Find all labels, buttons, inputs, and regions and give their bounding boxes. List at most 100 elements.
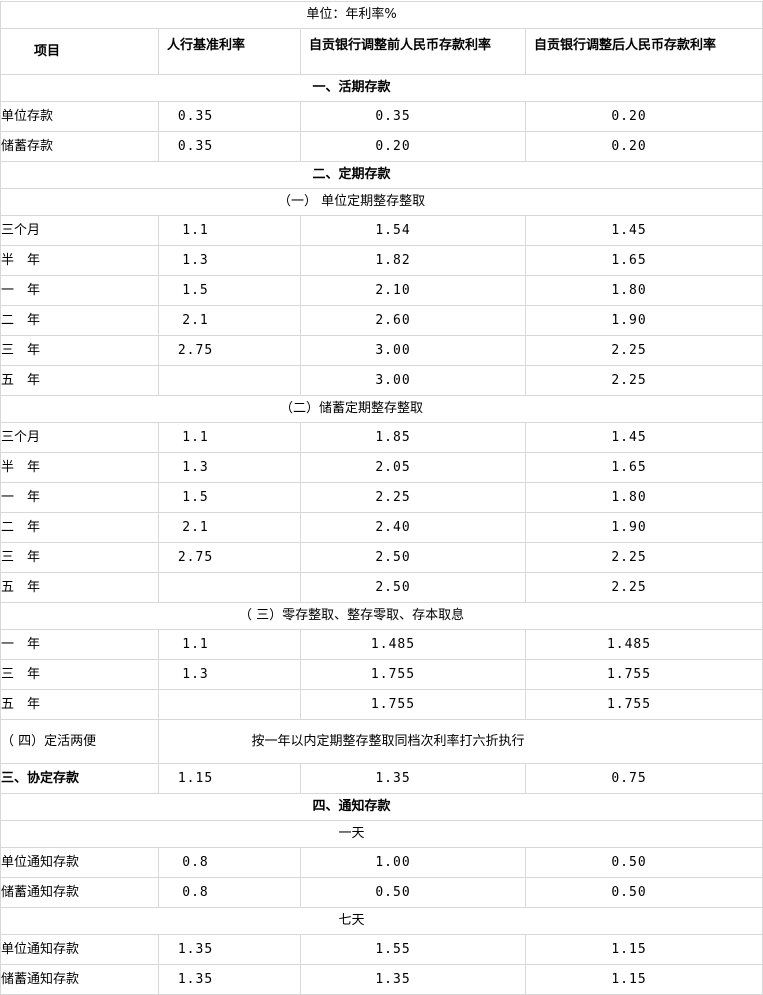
row-label: 单位存款 xyxy=(0,101,159,132)
rate-value: 1.755 xyxy=(524,689,763,720)
row-label: （ 四）定活两便 xyxy=(0,719,159,764)
rate-value: 1.755 xyxy=(524,659,763,690)
subsection-row: 七天 xyxy=(0,907,763,935)
rate-value: 1.5 xyxy=(158,482,301,513)
rate-value: 1.45 xyxy=(524,215,763,246)
data-row: 五 年 3.00 2.25 xyxy=(0,365,763,396)
row-label: 二 年 xyxy=(0,305,159,336)
rate-value: 2.1 xyxy=(158,512,301,543)
note-row: （ 四）定活两便 按一年以内定期整存整取同档次利率打六折执行 xyxy=(0,719,763,764)
subsection-label: （一） 单位定期整存整取 xyxy=(0,188,763,216)
row-label: 单位通知存款 xyxy=(0,847,159,878)
section-row: 一、活期存款 xyxy=(0,74,763,102)
data-row: 储蓄存款 0.35 0.20 0.20 xyxy=(0,131,763,162)
rate-value: 1.80 xyxy=(524,275,763,306)
rate-value: 0.20 xyxy=(524,131,763,162)
subsection-label: 七天 xyxy=(0,907,763,935)
rate-value: 1.35 xyxy=(300,763,526,794)
data-row: 五 年 2.50 2.25 xyxy=(0,572,763,603)
data-row: 单位通知存款 1.35 1.55 1.15 xyxy=(0,934,763,965)
rate-value: 1.65 xyxy=(524,452,763,483)
data-row: 储蓄通知存款 1.35 1.35 1.15 xyxy=(0,964,763,995)
row-label: 三 年 xyxy=(0,335,159,366)
rate-value: 0.35 xyxy=(158,101,301,132)
rate-value: 2.40 xyxy=(300,512,526,543)
rate-value: 0.50 xyxy=(524,877,763,908)
rate-value: 1.85 xyxy=(300,422,526,453)
rate-value: 3.00 xyxy=(300,335,526,366)
row-label: 三个月 xyxy=(0,422,159,453)
row-label: 三、协定存款 xyxy=(0,763,159,794)
data-row: 一 年 1.1 1.485 1.485 xyxy=(0,629,763,660)
rate-value: 1.45 xyxy=(524,422,763,453)
rate-value: 2.50 xyxy=(300,542,526,573)
row-label: 单位通知存款 xyxy=(0,934,159,965)
rate-value: 2.25 xyxy=(300,482,526,513)
rate-value: 0.20 xyxy=(524,101,763,132)
data-row: 单位存款 0.35 0.35 0.20 xyxy=(0,101,763,132)
data-row: 半 年 1.3 2.05 1.65 xyxy=(0,452,763,483)
row-label: 储蓄通知存款 xyxy=(0,877,159,908)
rate-value: 1.5 xyxy=(158,275,301,306)
rate-value: 2.25 xyxy=(524,365,763,396)
rate-value: 2.60 xyxy=(300,305,526,336)
rate-value: 1.485 xyxy=(300,629,526,660)
row-label: 储蓄存款 xyxy=(0,131,159,162)
subsection-row: （一） 单位定期整存整取 xyxy=(0,188,763,216)
row-label: 半 年 xyxy=(0,245,159,276)
section-label: 二、定期存款 xyxy=(0,161,763,189)
rate-value: 1.1 xyxy=(158,629,301,660)
section-label: 四、通知存款 xyxy=(0,793,763,821)
rate-value: 1.82 xyxy=(300,245,526,276)
rate-value: 2.05 xyxy=(300,452,526,483)
note-text: 按一年以内定期整存整取同档次利率打六折执行 xyxy=(157,719,763,764)
unit-row: 单位：年利率% xyxy=(0,1,763,29)
data-row: 一 年 1.5 2.25 1.80 xyxy=(0,482,763,513)
subsection-row: （二）储蓄定期整存整取 xyxy=(0,395,763,423)
rate-value: 2.1 xyxy=(158,305,301,336)
col-header-post-adjustment-rate: 自贡银行调整后人民币存款利率 xyxy=(524,28,763,75)
data-row: 三个月 1.1 1.54 1.45 xyxy=(0,215,763,246)
rate-value: 0.8 xyxy=(158,877,301,908)
header-row: 项目 人行基准利率 自贡银行调整前人民币存款利率 自贡银行调整后人民币存款利率 xyxy=(0,28,763,75)
section-row: 四、通知存款 xyxy=(0,793,763,821)
rate-value: 1.35 xyxy=(158,934,301,965)
rate-value: 1.90 xyxy=(524,305,763,336)
rate-value: 0.35 xyxy=(300,101,526,132)
subsection-label: （ 三）零存整取、整存零取、存本取息 xyxy=(0,602,763,630)
row-label: 五 年 xyxy=(0,365,159,396)
row-label: 一 年 xyxy=(0,275,159,306)
row-label: 三 年 xyxy=(0,659,159,690)
rate-value: 1.35 xyxy=(300,964,526,995)
rate-value: 1.755 xyxy=(300,689,526,720)
rate-value: 0.8 xyxy=(158,847,301,878)
rate-value: 1.90 xyxy=(524,512,763,543)
data-row: 一 年 1.5 2.10 1.80 xyxy=(0,275,763,306)
rate-value: 1.1 xyxy=(158,422,301,453)
rate-value: 1.00 xyxy=(300,847,526,878)
rate-value: 2.25 xyxy=(524,542,763,573)
row-label: 二 年 xyxy=(0,512,159,543)
data-row: 五 年 1.755 1.755 xyxy=(0,689,763,720)
rate-value: 2.75 xyxy=(158,335,301,366)
row-label: 半 年 xyxy=(0,452,159,483)
rate-value xyxy=(158,365,301,396)
data-row: 单位通知存款 0.8 1.00 0.50 xyxy=(0,847,763,878)
rate-value: 3.00 xyxy=(300,365,526,396)
rate-value: 1.485 xyxy=(524,629,763,660)
rate-value: 2.50 xyxy=(300,572,526,603)
data-row: 二 年 2.1 2.40 1.90 xyxy=(0,512,763,543)
rate-value: 1.15 xyxy=(524,934,763,965)
row-label: 五 年 xyxy=(0,572,159,603)
row-label: 一 年 xyxy=(0,629,159,660)
data-row: 储蓄通知存款 0.8 0.50 0.50 xyxy=(0,877,763,908)
subsection-label: 一天 xyxy=(0,820,763,848)
row-label: 一 年 xyxy=(0,482,159,513)
rate-value: 1.15 xyxy=(158,763,301,794)
col-header-pboc-base-rate: 人行基准利率 xyxy=(158,28,301,75)
row-label: 三 年 xyxy=(0,542,159,573)
unit-label: 单位：年利率% xyxy=(0,1,763,29)
rate-value: 0.20 xyxy=(300,131,526,162)
rate-value: 1.3 xyxy=(158,452,301,483)
